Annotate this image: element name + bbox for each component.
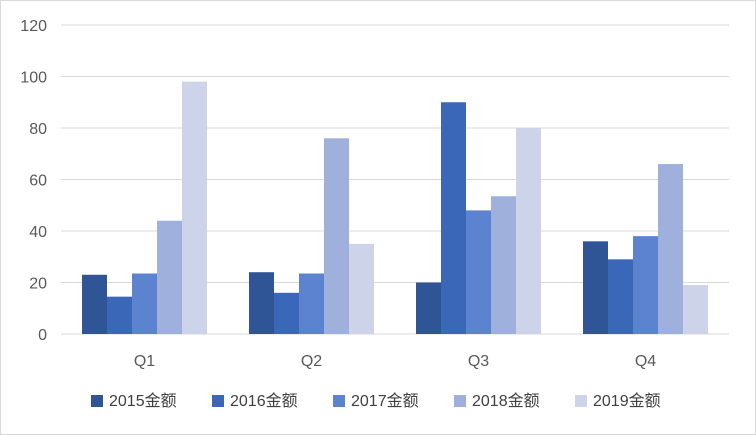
legend: 2015金额 2016金额 2017金额 2018金额 2019金额 — [91, 392, 661, 410]
bar — [299, 273, 324, 334]
bar — [249, 272, 274, 334]
legend-swatch — [333, 395, 345, 407]
y-tick-label: 120 — [20, 18, 47, 35]
bar — [608, 259, 633, 334]
y-tick-label: 40 — [29, 224, 47, 241]
bar — [583, 241, 608, 334]
bar — [633, 236, 658, 334]
legend-label: 2015金额 — [109, 392, 177, 410]
legend-swatch — [454, 395, 466, 407]
bar — [466, 210, 491, 334]
bar — [349, 243, 374, 334]
y-tick-label: 100 — [20, 70, 47, 87]
legend-label: 2017金额 — [351, 392, 419, 410]
bar — [157, 220, 182, 334]
bar — [416, 282, 441, 334]
x-tick-label: Q2 — [301, 353, 322, 370]
legend-label: 2016金额 — [230, 392, 298, 410]
y-tick-label: 20 — [29, 276, 47, 293]
y-axis-labels: 0 20 40 60 80 100 120 — [20, 18, 47, 344]
bars — [82, 81, 708, 335]
x-axis-labels: Q1 Q2 Q3 Q4 — [134, 353, 656, 370]
bar — [516, 128, 541, 334]
bar — [82, 274, 107, 334]
bar — [274, 292, 299, 334]
legend-label: 2018金额 — [472, 392, 540, 410]
legend-label: 2019金额 — [593, 392, 661, 410]
x-tick-label: Q3 — [468, 353, 489, 370]
bar — [324, 138, 349, 334]
bar — [491, 196, 516, 334]
y-tick-label: 80 — [29, 121, 47, 138]
bar — [182, 81, 207, 335]
bar — [107, 296, 132, 334]
x-tick-label: Q1 — [134, 353, 155, 370]
legend-swatch — [91, 395, 103, 407]
y-tick-label: 0 — [38, 327, 47, 344]
bar — [441, 102, 466, 334]
y-tick-label: 60 — [29, 173, 47, 190]
bar — [683, 285, 708, 334]
bar — [658, 164, 683, 334]
x-tick-label: Q4 — [635, 353, 656, 370]
bar — [132, 273, 157, 334]
legend-swatch — [575, 395, 587, 407]
legend-swatch — [212, 395, 224, 407]
